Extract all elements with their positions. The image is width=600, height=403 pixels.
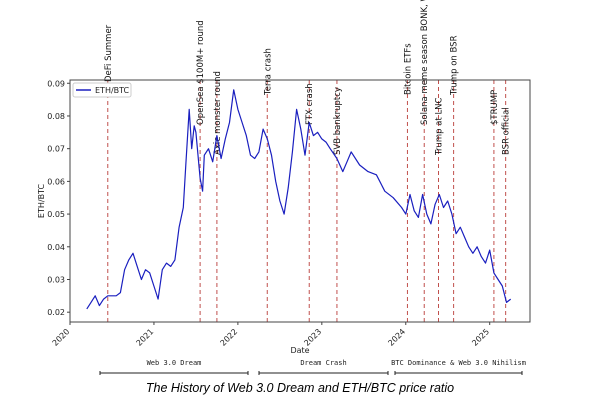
event-label: SVB bankruptcy xyxy=(333,87,343,155)
eth-btc-series-line xyxy=(86,89,512,310)
y-tick-label: 0.08 xyxy=(47,112,65,121)
event-label: Trump at LNC xyxy=(435,97,445,156)
x-tick-label: 2022 xyxy=(219,327,240,348)
event-label: Trump on BSR xyxy=(450,35,460,96)
event-label: OpenSea $100M+ round xyxy=(196,20,206,125)
event-label: Terra crash xyxy=(263,48,273,96)
period-label: BTC Dominance & Web 3.0 Nihilism xyxy=(391,359,526,367)
legend-label: ETH/BTC xyxy=(95,86,130,95)
event-label: Axie monster round xyxy=(213,71,223,155)
period-label: Dream Crash xyxy=(300,359,346,367)
x-tick-label: 2024 xyxy=(386,327,407,348)
x-tick-label: 2023 xyxy=(302,327,323,348)
y-tick-label: 0.07 xyxy=(47,145,65,154)
y-tick-label: 0.06 xyxy=(47,177,65,186)
x-tick-label: 2025 xyxy=(470,327,491,348)
plot-frame xyxy=(69,79,531,323)
y-axis-label: ETH/BTC xyxy=(37,184,46,219)
y-tick-label: 0.02 xyxy=(47,308,65,317)
x-tick-label: 2021 xyxy=(135,327,156,348)
event-label: Solana meme season BONK, WIF xyxy=(420,0,430,125)
y-tick-label: 0.05 xyxy=(47,210,65,219)
event-label: DeFi Summer xyxy=(104,24,114,82)
event-label: Bitcoin ETFs xyxy=(403,43,413,95)
period-label: Web 3.0 Dream xyxy=(147,359,202,367)
x-axis-label: Date xyxy=(290,346,309,355)
event-label: FTX crash xyxy=(305,83,315,125)
y-tick-label: 0.03 xyxy=(47,275,65,284)
event-label: $TRUMP xyxy=(490,90,500,125)
chart-title: The History of Web 3.0 Dream and ETH/BTC… xyxy=(146,381,454,395)
x-tick-label: 2020 xyxy=(51,327,72,348)
y-tick-label: 0.04 xyxy=(47,243,65,252)
y-tick-label: 0.09 xyxy=(47,79,65,88)
event-label: BSR official xyxy=(502,107,512,155)
legend: ETH/BTC xyxy=(72,82,132,98)
